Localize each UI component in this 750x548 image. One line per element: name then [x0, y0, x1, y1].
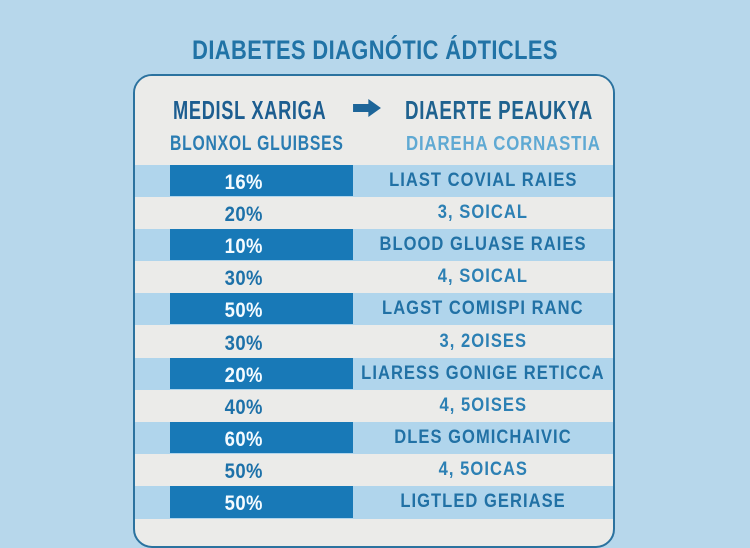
column-subheader-left: BLONXOL GLUIBSES	[170, 132, 344, 155]
percent-label: 16%	[224, 170, 264, 194]
table-rows: 16% LIAST COVIAL RAIES 20% 3, SOICAL 10% BLOO…	[135, 164, 613, 519]
percent-cell: 50%	[135, 486, 353, 518]
percent-cell: 16%	[135, 164, 353, 197]
percent-label: 50%	[224, 299, 264, 323]
row-label: DLES GOMICHAIVIC	[394, 427, 572, 449]
row-label: LAGST COMISPI RANC	[382, 298, 584, 320]
label-cell: 4, 5OICAS	[353, 454, 613, 486]
table-row: 50% LAGST COMISPI RANC	[135, 293, 613, 326]
table-row: 20% LIARESS GONIGE RETICCA	[135, 357, 613, 390]
row-label: 4, SOICAL	[437, 266, 529, 288]
table-row: 10% BLOOD GLUASE RAIES	[135, 228, 613, 262]
label-cell: 4, 5OISES	[353, 390, 613, 422]
label-cell: LAGST COMISPI RANC	[353, 293, 613, 325]
row-label: 3, SOICAL	[437, 201, 529, 223]
row-label: 4, 5OISES	[439, 394, 527, 416]
percent-bar	[170, 422, 353, 454]
table-row: 60% DLES GOMICHAIVIC	[135, 422, 613, 455]
table-row: 20% 3, SOICAL	[135, 196, 613, 229]
label-cell: 3, SOICAL	[353, 197, 613, 229]
label-cell: 3, 2OISES	[353, 325, 613, 357]
percent-cell: 20%	[135, 357, 353, 390]
table-row: 30% 3, 2OISES	[135, 325, 613, 358]
column-header-right: DIAERTE PEAUKYA	[405, 95, 593, 125]
percent-label: 20%	[224, 202, 264, 226]
diagnostic-table-card: MEDISL XARIGA DIAERTE PEAUKYA BLONXOL GL…	[133, 74, 615, 548]
column-subheader-right: DIAREHA CORNASTIA	[406, 133, 601, 155]
label-cell: DLES GOMICHAIVIC	[353, 422, 613, 454]
label-cell: LIARESS GONIGE RETICCA	[353, 358, 613, 390]
percent-cell: 60%	[135, 422, 353, 454]
percent-cell: 30%	[135, 261, 353, 293]
table-row: 50% LIGTLED GERIASE	[135, 486, 613, 519]
table-row: 30% 4, SOICAL	[135, 261, 613, 294]
right-arrow-icon	[353, 99, 381, 117]
label-cell: BLOOD GLUASE RAIES	[353, 229, 613, 261]
percent-label: 20%	[224, 363, 264, 387]
table-row: 16% LIAST COVIAL RAIES	[135, 164, 613, 197]
row-label: 4, 5OICAS	[438, 459, 528, 481]
percent-label: 60%	[224, 428, 264, 452]
percent-cell: 10%	[135, 228, 353, 261]
percent-cell: 40%	[135, 390, 353, 422]
percent-label: 50%	[224, 492, 264, 516]
table-row: 40% 4, 5OISES	[135, 389, 613, 422]
row-label: 3, 2OISES	[439, 330, 527, 352]
percent-bar	[170, 357, 353, 389]
row-label: BLOOD GLUASE RAIES	[379, 233, 587, 255]
page-title: DIABETES DIAGNÓTIC ÁDTICLES	[192, 35, 558, 65]
table-header: MEDISL XARIGA DIAERTE PEAUKYA BLONXOL GL…	[135, 76, 613, 165]
percent-label: 30%	[224, 267, 264, 291]
row-label: LIARESS GONIGE RETICCA	[361, 362, 605, 384]
percent-cell: 50%	[135, 293, 353, 325]
row-label: LIGTLED GERIASE	[400, 491, 566, 513]
label-cell: 4, SOICAL	[353, 261, 613, 293]
row-label: LIAST COVIAL RAIES	[388, 169, 578, 191]
percent-label: 50%	[224, 460, 264, 484]
percent-label: 10%	[224, 234, 264, 258]
percent-label: 30%	[224, 331, 264, 355]
percent-cell: 30%	[135, 325, 353, 357]
percent-bar	[170, 228, 353, 261]
percent-cell: 50%	[135, 454, 353, 486]
percent-bar	[170, 164, 353, 196]
percent-label: 40%	[224, 395, 264, 419]
percent-bar	[170, 293, 353, 325]
label-cell: LIGTLED GERIASE	[353, 486, 613, 518]
label-cell: LIAST COVIAL RAIES	[353, 165, 613, 197]
column-header-left: MEDISL XARIGA	[173, 95, 327, 125]
percent-cell: 20%	[135, 197, 353, 229]
table-row: 50% 4, 5OICAS	[135, 454, 613, 487]
